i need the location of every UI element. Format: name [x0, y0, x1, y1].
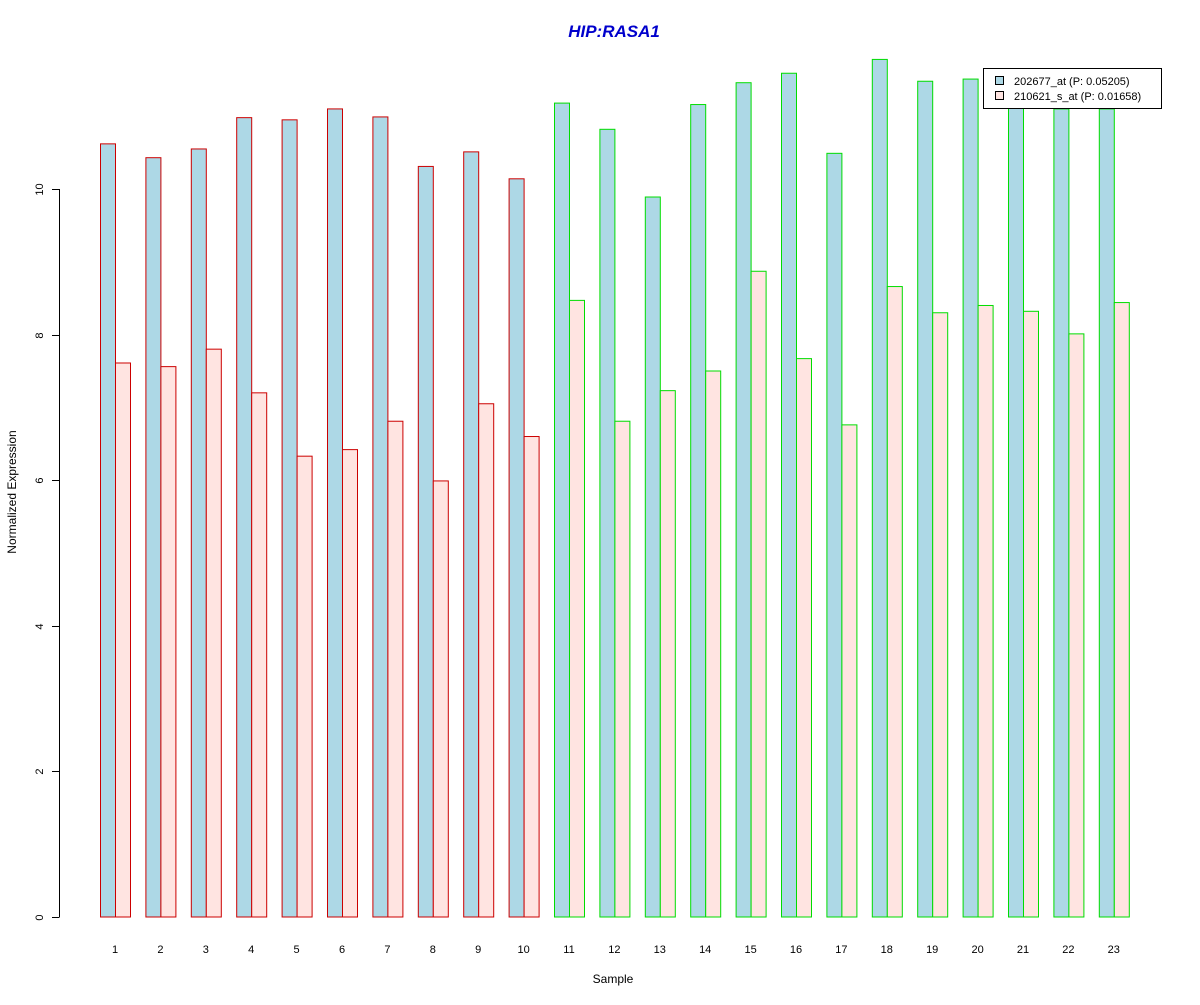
bar-sample-18-series-1: [871, 58, 888, 918]
bar-sample-21-series-2: [1023, 310, 1039, 918]
x-tick-label: 19: [926, 944, 938, 956]
bar-sample-19-series-2: [932, 312, 949, 918]
bars-layer: [100, 58, 1130, 918]
bar-sample-9-series-1: [463, 151, 480, 918]
legend-swatch-1: [995, 76, 1004, 85]
bar-sample-7-series-2: [387, 420, 404, 918]
x-tick-label: 20: [971, 944, 983, 956]
legend-swatch-2: [995, 91, 1004, 100]
bar-sample-20-series-1: [962, 78, 979, 918]
y-axis-label: Normalized Expression: [5, 430, 19, 553]
x-tick-label: 9: [475, 944, 481, 956]
x-tick-label: 12: [608, 944, 620, 956]
bar-sample-6-series-2: [342, 449, 358, 918]
bar-sample-4-series-1: [236, 117, 253, 918]
bar-sample-6-series-1: [327, 108, 343, 918]
legend: 202677_at (P: 0.05205) 210621_s_at (P: 0.…: [983, 68, 1162, 109]
bar-sample-10-series-2: [523, 436, 540, 918]
y-tick-label: 4: [34, 623, 46, 629]
bar-sample-17-series-2: [841, 424, 858, 918]
bar-sample-3-series-2: [205, 348, 222, 918]
legend-label-1: 202677_at (P: 0.05205): [1014, 76, 1130, 88]
bar-sample-15-series-1: [735, 82, 752, 918]
bar-sample-13-series-1: [644, 196, 661, 918]
bar-sample-8-series-2: [432, 480, 449, 918]
legend-box: [983, 68, 1162, 109]
y-tick-label: 6: [34, 477, 46, 483]
bar-sample-20-series-2: [977, 304, 994, 918]
x-tick-label: 3: [203, 944, 209, 956]
x-axis-label: Sample: [593, 972, 634, 986]
x-tick-label: 13: [654, 944, 666, 956]
bar-sample-1-series-2: [115, 362, 131, 918]
bar-sample-11-series-1: [554, 102, 570, 918]
bar-sample-9-series-2: [478, 403, 495, 918]
chart-title: HIP:RASA1: [568, 22, 660, 41]
y-tick-label: 8: [34, 332, 46, 338]
x-tick-label: 14: [699, 944, 711, 956]
bar-sample-5-series-1: [281, 119, 298, 918]
bar-sample-3-series-1: [190, 148, 207, 918]
bar-sample-2-series-2: [160, 366, 177, 918]
bar-sample-21-series-1: [1008, 107, 1024, 918]
bar-sample-4-series-2: [251, 392, 268, 918]
y-tick-label: 10: [34, 183, 46, 195]
bar-sample-14-series-2: [705, 370, 722, 918]
x-tick-label: 6: [339, 944, 345, 956]
x-tick-label: 23: [1108, 944, 1120, 956]
bar-sample-12-series-1: [599, 128, 616, 918]
bar-sample-22-series-1: [1053, 108, 1070, 918]
bar-sample-17-series-1: [826, 152, 843, 918]
x-tick-label: 21: [1017, 944, 1029, 956]
bar-sample-22-series-2: [1068, 333, 1085, 918]
bar-sample-5-series-2: [296, 455, 313, 918]
x-tick-label: 15: [744, 944, 756, 956]
bar-sample-16-series-2: [796, 358, 812, 918]
x-tick-label: 7: [384, 944, 390, 956]
bar-sample-19-series-1: [917, 80, 934, 918]
legend-label-2: 210621_s_at (P: 0.01658): [1014, 91, 1141, 103]
x-tick-label: 1: [112, 944, 118, 956]
x-tick-label: 10: [517, 944, 529, 956]
y-tick-label: 0: [34, 914, 46, 920]
bar-sample-18-series-2: [886, 286, 903, 918]
x-tick-label: 11: [563, 944, 574, 956]
x-tick-label: 17: [835, 944, 847, 956]
bar-sample-12-series-2: [614, 420, 631, 918]
bar-sample-8-series-1: [417, 165, 434, 918]
x-tick-labels: 1 2 3 4 5 6 7 8 9 10 11 12 13 14 15 16 17 18 19 20 21 22 23: [112, 944, 1120, 956]
bar-sample-11-series-2: [569, 299, 585, 918]
x-tick-label: 5: [294, 944, 300, 956]
x-tick-label: 16: [790, 944, 802, 956]
bar-sample-14-series-1: [690, 104, 707, 918]
bar-sample-7-series-1: [372, 116, 389, 918]
bar-sample-23-series-2: [1113, 302, 1130, 918]
x-tick-label: 4: [248, 944, 254, 956]
bar-sample-15-series-2: [750, 270, 767, 918]
bar-sample-16-series-1: [781, 72, 797, 918]
bar-sample-13-series-2: [659, 390, 676, 918]
y-axis: 0 2 4 6 8 10: [34, 183, 60, 921]
bar-sample-1-series-1: [100, 143, 116, 918]
bar-sample-10-series-1: [508, 178, 525, 918]
x-tick-label: 22: [1062, 944, 1074, 956]
x-tick-label: 18: [881, 944, 893, 956]
bar-sample-23-series-1: [1098, 108, 1115, 918]
x-tick-label: 8: [430, 944, 436, 956]
bar-sample-2-series-1: [145, 157, 162, 918]
x-tick-label: 2: [157, 944, 163, 956]
y-tick-label: 2: [34, 768, 46, 774]
